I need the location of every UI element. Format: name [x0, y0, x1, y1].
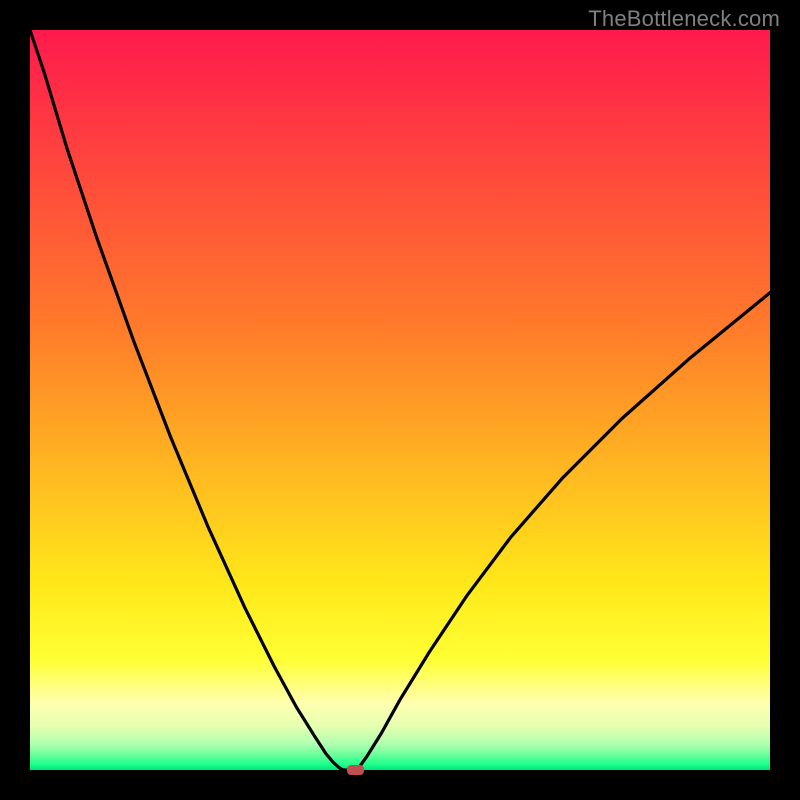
optimum-marker: [347, 765, 363, 775]
watermark-text: TheBottleneck.com: [588, 6, 780, 32]
chart-frame: TheBottleneck.com: [0, 0, 800, 800]
bottleneck-curve: [30, 30, 770, 770]
plot-area: [30, 30, 770, 770]
curve-svg: [30, 30, 770, 770]
